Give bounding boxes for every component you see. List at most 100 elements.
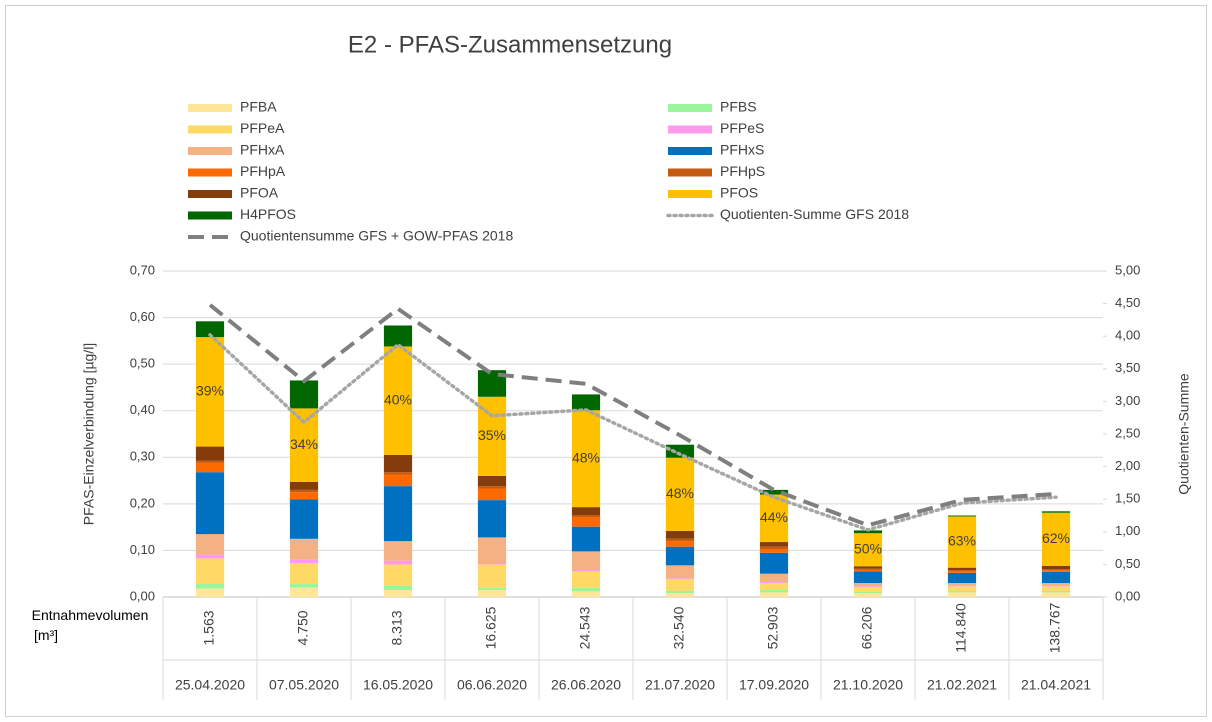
bar-segment	[853, 533, 883, 567]
share-label: 48%	[666, 485, 694, 501]
bar-segment	[571, 526, 601, 552]
bar-segment	[571, 515, 601, 518]
y2-tick-label: 4,00	[1115, 328, 1140, 343]
x-tick-label: 21.07.2020	[645, 677, 715, 693]
bar-segment	[665, 579, 695, 591]
bar-segment	[1041, 586, 1071, 591]
x-tick-label: 21.02.2021	[927, 677, 997, 693]
bar-segment	[571, 410, 601, 508]
legend-label: Quotienten-Summe GFS 2018	[720, 206, 909, 222]
bar-segment	[477, 563, 507, 565]
bar-segment	[665, 444, 695, 458]
y2-tick-label: 2,50	[1115, 425, 1140, 440]
bar-segment	[759, 592, 789, 597]
bar-segment	[289, 587, 319, 597]
y2-axis-title: Quotienten-Summe	[1176, 373, 1192, 495]
volume-label: 8.313	[389, 610, 405, 645]
bar-segment	[1041, 583, 1071, 586]
bar-segment	[947, 590, 977, 593]
bar-segment	[947, 585, 977, 587]
bar-segment	[759, 573, 789, 583]
bar-segment	[477, 475, 507, 487]
bar-segment	[665, 578, 695, 580]
bar-segment	[195, 588, 225, 597]
x-tick-label: 26.06.2020	[551, 677, 621, 693]
bar-segment	[383, 560, 413, 565]
bar-segment	[665, 541, 695, 547]
bar-segment	[289, 481, 319, 490]
bar-segment	[1041, 565, 1071, 570]
bar-segment	[195, 583, 225, 589]
bar-segment	[289, 583, 319, 588]
bar-segment	[665, 538, 695, 542]
bar-segment	[665, 546, 695, 566]
legend-label: PFBA	[240, 99, 277, 115]
x-tick-label: 25.04.2020	[175, 677, 245, 693]
bar-segment	[853, 587, 883, 592]
legend-swatch	[668, 147, 712, 155]
volume-label: 24.543	[577, 606, 593, 649]
bar-segment	[383, 474, 413, 487]
x-tick-label: 06.06.2020	[457, 677, 527, 693]
bar-segment	[289, 499, 319, 539]
bar-segment	[195, 558, 225, 584]
y2-tick-label: 4,50	[1115, 295, 1140, 310]
bar-segment	[947, 583, 977, 586]
y2-tick-label: 1,50	[1115, 491, 1140, 506]
volume-label: 4.750	[295, 610, 311, 645]
bar-segment	[947, 570, 977, 573]
bar-segment	[853, 569, 883, 572]
bar-segment	[195, 534, 225, 555]
bar-segment	[477, 564, 507, 588]
bar-segment	[383, 486, 413, 542]
y-axis-title: PFAS-Einzelverbindung [µg/l]	[81, 343, 97, 525]
bar-segment	[759, 542, 789, 547]
legend-swatch	[668, 125, 712, 134]
bar-segment	[1041, 585, 1071, 587]
bar-segment	[383, 541, 413, 561]
y2-tick-label: 2,00	[1115, 458, 1140, 473]
bar-segment	[571, 569, 601, 572]
legend-swatch	[668, 104, 712, 112]
bar-segment	[759, 552, 789, 574]
y-tick-label: 0,60	[130, 309, 155, 324]
x-tick-label: 07.05.2020	[269, 677, 339, 693]
bar-segment	[853, 566, 883, 569]
bar-segment	[1041, 571, 1071, 584]
bar-segment	[947, 516, 977, 568]
y-tick-label: 0,30	[130, 449, 155, 464]
bar-segment	[947, 569, 977, 571]
bar-segment	[759, 489, 789, 495]
legend-swatch	[188, 211, 232, 220]
chart-title: E2 - PFAS-Zusammensetzung	[348, 31, 672, 58]
volume-label: 1.563	[201, 610, 217, 645]
y2-tick-label: 5,00	[1115, 262, 1140, 277]
y-tick-label: 0,40	[130, 402, 155, 417]
volume-label: 114.840	[953, 603, 969, 653]
legend-swatch	[668, 190, 712, 198]
bar-segment	[195, 472, 225, 535]
x-tick-label: 16.05.2020	[363, 677, 433, 693]
bar-segment	[947, 567, 977, 570]
bar-segment	[1041, 592, 1071, 597]
y2-tick-label: 0,50	[1115, 556, 1140, 571]
legend-swatch	[188, 168, 232, 177]
legend-label: PFHxA	[240, 142, 285, 158]
bar-segment	[383, 472, 413, 475]
bar-segment	[383, 346, 413, 455]
bar-segment	[477, 590, 507, 597]
bar-segment	[853, 571, 883, 584]
legend-label: PFPeS	[720, 120, 764, 136]
bar-segment	[665, 565, 695, 579]
bar-segment	[289, 489, 319, 493]
bar-segment	[289, 563, 319, 584]
bar-segment	[477, 500, 507, 538]
legend-swatch	[668, 168, 712, 177]
bar-segment	[665, 530, 695, 539]
bar-segment	[759, 549, 789, 553]
bar-segment	[759, 590, 789, 593]
bar-segment	[383, 585, 413, 591]
legend-swatch	[188, 147, 232, 155]
bar-segment	[853, 568, 883, 570]
